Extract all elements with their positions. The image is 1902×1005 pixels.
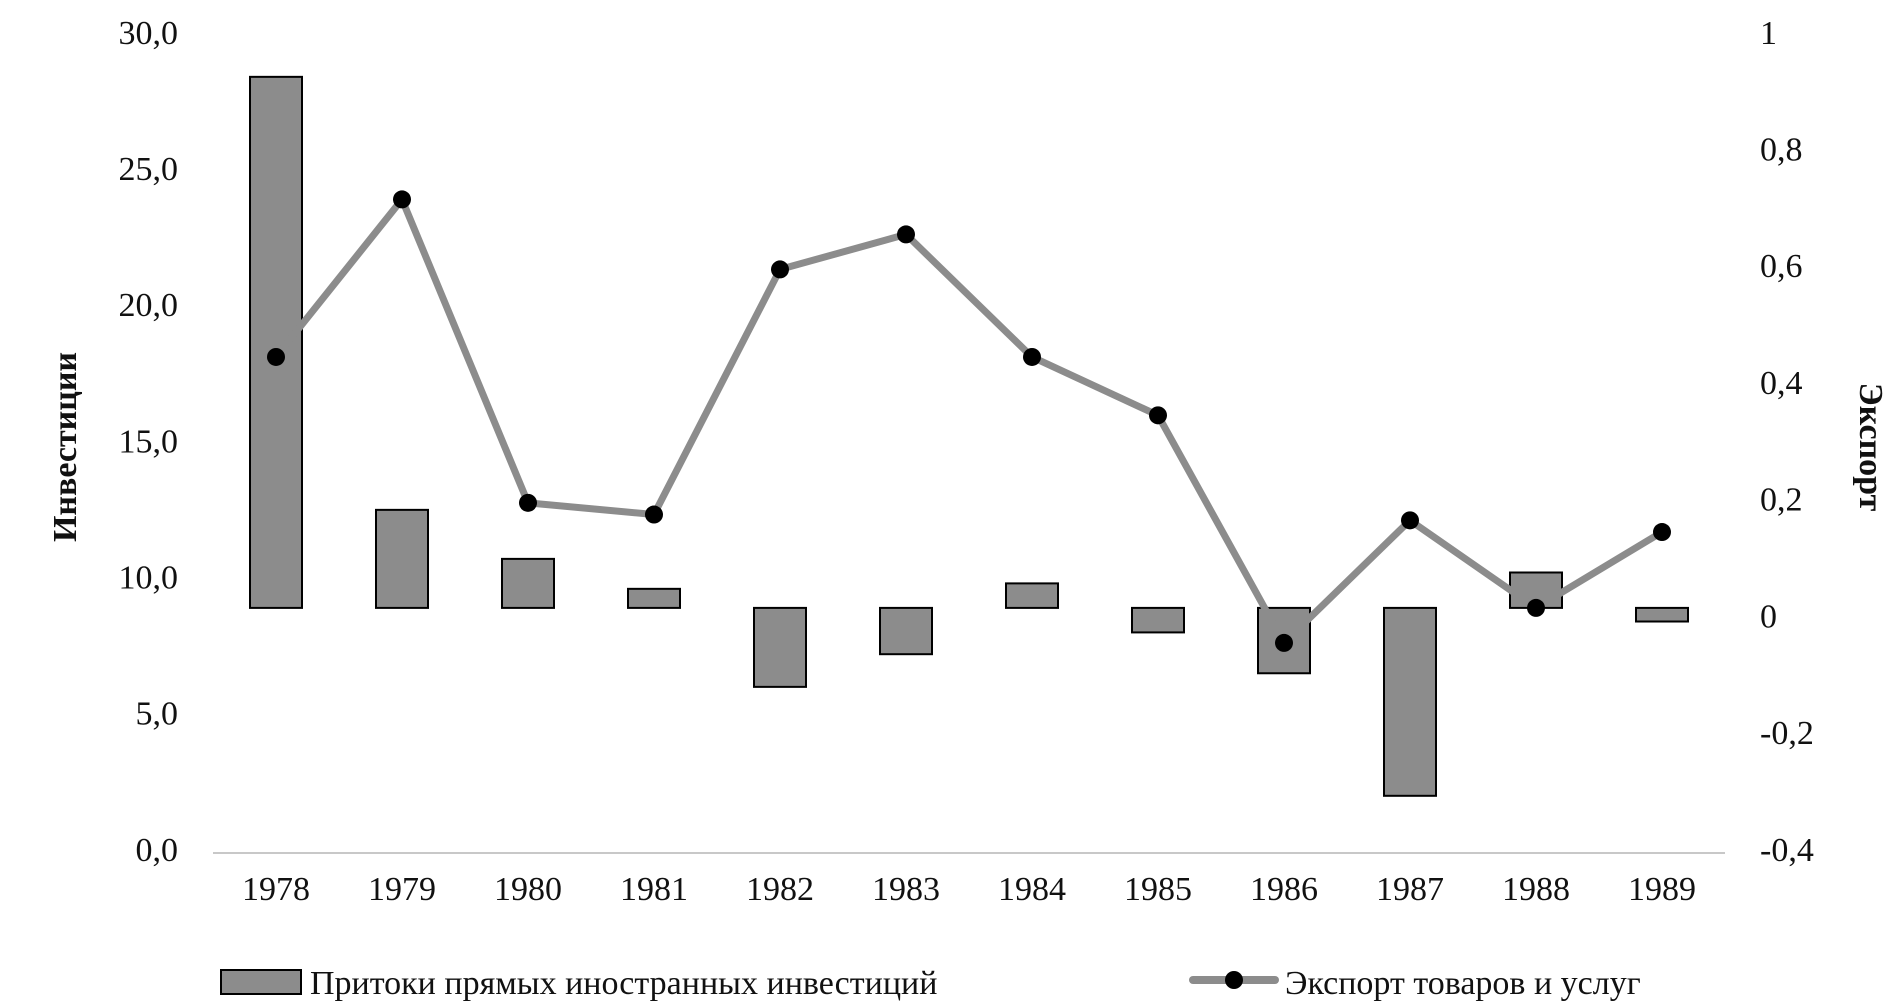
legend-line-label: Экспорт товаров и услуг xyxy=(1285,965,1641,1002)
left-tick-label: 15,0 xyxy=(119,423,179,460)
legend: Притоки прямых иностранных инвестиций Эк… xyxy=(220,965,1641,1002)
x-tick-label: 1982 xyxy=(746,871,814,908)
right-tick-label: 0,2 xyxy=(1760,482,1803,519)
export-point-1987 xyxy=(1401,511,1419,530)
right-tick-label: -0,2 xyxy=(1760,715,1814,752)
x-tick-label: 1988 xyxy=(1502,871,1570,908)
line-layer xyxy=(267,190,1671,652)
x-tick-label: 1987 xyxy=(1376,871,1444,908)
x-tick-label: 1979 xyxy=(368,871,436,908)
left-tick-label: 30,0 xyxy=(119,15,179,52)
left-tick-label: 0,0 xyxy=(136,832,179,869)
bar-1985 xyxy=(1131,606,1185,634)
export-point-1984 xyxy=(1023,347,1041,366)
right-tick-label: 0,6 xyxy=(1760,248,1803,285)
bars-layer xyxy=(249,75,1689,797)
bar-1987 xyxy=(1383,606,1437,797)
x-tick-label: 1984 xyxy=(998,871,1066,908)
bar-1979 xyxy=(375,508,429,609)
bar-1981 xyxy=(627,587,681,609)
x-tick-label: 1983 xyxy=(872,871,940,908)
right-axis-ticks: -0,4 -0,2 0 0,2 0,4 0,6 0,8 1 xyxy=(1760,15,1814,869)
x-tick-label: 1980 xyxy=(494,871,562,908)
x-axis-ticks: 1978 1979 1980 1981 1982 1983 1984 1985 1986 1987… xyxy=(242,871,1696,908)
export-point-1978 xyxy=(267,347,285,366)
left-axis-ticks: 0,0 5,0 10,0 15,0 20,0 25,0 30,0 xyxy=(119,15,179,869)
left-tick-label: 10,0 xyxy=(119,559,179,596)
left-axis-title: Инвестиции xyxy=(47,352,84,542)
legend-bar-label: Притоки прямых иностранных инвестиций xyxy=(310,965,937,1002)
export-point-1989 xyxy=(1653,523,1671,542)
x-tick-label: 1981 xyxy=(620,871,688,908)
left-tick-label: 20,0 xyxy=(119,287,179,324)
left-tick-label: 5,0 xyxy=(136,696,179,733)
right-tick-label: 0 xyxy=(1760,598,1777,635)
x-tick-label: 1989 xyxy=(1628,871,1696,908)
left-tick-label: 25,0 xyxy=(119,151,179,188)
legend-bar-swatch xyxy=(220,969,302,995)
export-point-1981 xyxy=(645,505,663,524)
bar-1989 xyxy=(1635,606,1689,623)
right-tick-label: -0,4 xyxy=(1760,832,1814,869)
legend-line-marker xyxy=(1225,971,1243,989)
right-tick-label: 1 xyxy=(1760,15,1777,52)
export-point-1985 xyxy=(1149,406,1167,425)
bar-1983 xyxy=(879,606,933,656)
x-tick-label: 1986 xyxy=(1250,871,1318,908)
x-tick-label: 1985 xyxy=(1124,871,1192,908)
export-point-1988 xyxy=(1527,598,1545,617)
export-point-1982 xyxy=(771,260,789,279)
bar-1984 xyxy=(1005,582,1059,609)
bar-1982 xyxy=(753,606,807,688)
right-axis-title: Экспорт xyxy=(1852,383,1889,512)
export-point-1979 xyxy=(393,190,411,209)
export-point-1980 xyxy=(519,493,537,512)
bar-1978 xyxy=(249,75,303,609)
right-tick-label: 0,4 xyxy=(1760,365,1803,402)
bar-1980 xyxy=(501,557,555,609)
x-tick-label: 1978 xyxy=(242,871,310,908)
export-point-1983 xyxy=(897,225,915,244)
export-line xyxy=(272,195,1666,647)
export-point-1986 xyxy=(1275,633,1293,652)
right-tick-label: 0,8 xyxy=(1760,132,1803,169)
